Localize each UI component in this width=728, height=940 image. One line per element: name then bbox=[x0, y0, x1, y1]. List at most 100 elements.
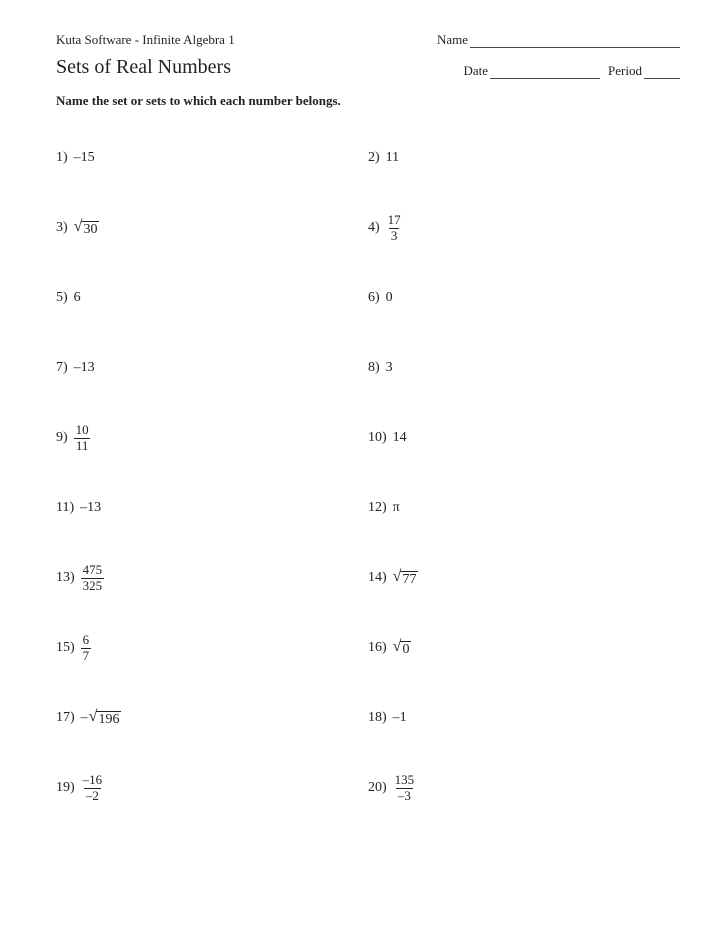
date-period: Date Period bbox=[464, 63, 681, 79]
problem-expression: –13 bbox=[74, 360, 95, 376]
problem-expression: –√196 bbox=[81, 709, 122, 727]
expr-sqrt: √77 bbox=[393, 569, 419, 587]
problem-number: 12) bbox=[368, 500, 387, 516]
problem-expression: 3 bbox=[386, 360, 393, 376]
expr-plain: 3 bbox=[386, 360, 393, 376]
fraction-denominator: 3 bbox=[389, 228, 400, 243]
radicand: 0 bbox=[400, 641, 411, 657]
problem-expression: 1011 bbox=[74, 423, 91, 453]
problem-item: 2) 11 bbox=[368, 123, 680, 193]
problem-item: 17) –√196 bbox=[56, 683, 368, 753]
problem-number: 6) bbox=[368, 290, 380, 306]
expr-sqrt: √30 bbox=[74, 219, 100, 237]
problem-item: 3) √30 bbox=[56, 193, 368, 263]
period-label: Period bbox=[608, 63, 642, 79]
fraction-denominator: 325 bbox=[81, 578, 105, 593]
expr-fraction: 475325 bbox=[81, 563, 105, 593]
problem-number: 15) bbox=[56, 640, 75, 656]
fraction-numerator: 17 bbox=[386, 213, 403, 227]
problem-expression: 135–3 bbox=[393, 773, 417, 803]
problem-expression: 11 bbox=[386, 150, 399, 166]
expr-fraction: 67 bbox=[81, 633, 92, 663]
problem-expression: π bbox=[393, 500, 400, 516]
problem-number: 3) bbox=[56, 220, 68, 236]
problem-number: 1) bbox=[56, 150, 68, 166]
instructions: Name the set or sets to which each numbe… bbox=[56, 93, 680, 109]
problem-expression: 0 bbox=[386, 290, 393, 306]
problem-number: 5) bbox=[56, 290, 68, 306]
problem-expression: 6 bbox=[74, 290, 81, 306]
problem-number: 17) bbox=[56, 710, 75, 726]
radicand: 77 bbox=[400, 571, 418, 587]
problem-item: 7) –13 bbox=[56, 333, 368, 403]
period-blank[interactable] bbox=[644, 67, 680, 79]
problem-item: 12) π bbox=[368, 473, 680, 543]
problem-expression: 475325 bbox=[81, 563, 105, 593]
problem-number: 7) bbox=[56, 360, 68, 376]
fraction-numerator: 475 bbox=[81, 563, 105, 577]
expr-plain: π bbox=[393, 500, 400, 516]
radicand: 196 bbox=[96, 711, 121, 727]
problem-expression: –15 bbox=[74, 150, 95, 166]
problem-expression: 67 bbox=[81, 633, 92, 663]
problem-number: 2) bbox=[368, 150, 380, 166]
fraction-numerator: –16 bbox=[81, 773, 105, 787]
date-blank[interactable] bbox=[490, 67, 600, 79]
problem-expression: –1 bbox=[393, 710, 407, 726]
problem-expression: 173 bbox=[386, 213, 403, 243]
problem-expression: 14 bbox=[393, 430, 407, 446]
radicand: 30 bbox=[81, 221, 99, 237]
problem-item: 14) √77 bbox=[368, 543, 680, 613]
fraction-numerator: 10 bbox=[74, 423, 91, 437]
problem-number: 14) bbox=[368, 570, 387, 586]
worksheet-title: Sets of Real Numbers bbox=[56, 56, 231, 79]
title-row: Sets of Real Numbers Date Period bbox=[56, 56, 680, 79]
problem-item: 6) 0 bbox=[368, 263, 680, 333]
fraction-denominator: –3 bbox=[396, 788, 413, 803]
name-blank[interactable] bbox=[470, 36, 680, 48]
fraction-numerator: 135 bbox=[393, 773, 417, 787]
expr-neg-sqrt: –√196 bbox=[81, 709, 122, 727]
problem-expression: –16–2 bbox=[81, 773, 105, 803]
problem-number: 13) bbox=[56, 570, 75, 586]
expr-fraction: 1011 bbox=[74, 423, 91, 453]
problem-item: 20) 135–3 bbox=[368, 753, 680, 823]
problem-item: 15) 67 bbox=[56, 613, 368, 683]
problem-number: 11) bbox=[56, 500, 74, 516]
problem-item: 8) 3 bbox=[368, 333, 680, 403]
problem-number: 20) bbox=[368, 780, 387, 796]
problem-expression: –13 bbox=[80, 500, 101, 516]
negative-sign: – bbox=[81, 710, 88, 726]
expr-plain: 11 bbox=[386, 150, 399, 166]
problem-item: 18)–1 bbox=[368, 683, 680, 753]
problem-number: 10) bbox=[368, 430, 387, 446]
expr-plain: –13 bbox=[80, 500, 101, 516]
problem-expression: √77 bbox=[393, 569, 419, 587]
expr-plain: –1 bbox=[393, 710, 407, 726]
problem-expression: √0 bbox=[393, 639, 412, 657]
name-field: Name bbox=[437, 32, 680, 48]
problem-item: 4)173 bbox=[368, 193, 680, 263]
fraction-denominator: 11 bbox=[74, 438, 91, 453]
date-label: Date bbox=[464, 63, 489, 79]
problems-grid: 1)–152)113)√304)1735)66)07)–138)39)10111… bbox=[56, 123, 680, 823]
expr-plain: –15 bbox=[74, 150, 95, 166]
problem-number: 8) bbox=[368, 360, 380, 376]
problem-item: 19) –16–2 bbox=[56, 753, 368, 823]
expr-plain: 0 bbox=[386, 290, 393, 306]
problem-item: 11) –13 bbox=[56, 473, 368, 543]
problem-item: 9) 1011 bbox=[56, 403, 368, 473]
problem-item: 5) 6 bbox=[56, 263, 368, 333]
expr-plain: 14 bbox=[393, 430, 407, 446]
name-label: Name bbox=[437, 32, 468, 48]
problem-item: 1) –15 bbox=[56, 123, 368, 193]
problem-number: 19) bbox=[56, 780, 75, 796]
software-name: Kuta Software - Infinite Algebra 1 bbox=[56, 32, 235, 48]
problem-number: 9) bbox=[56, 430, 68, 446]
problem-number: 16) bbox=[368, 640, 387, 656]
expr-fraction: –16–2 bbox=[81, 773, 105, 803]
header-row: Kuta Software - Infinite Algebra 1 Name bbox=[56, 32, 680, 48]
problem-item: 13) 475325 bbox=[56, 543, 368, 613]
expr-sqrt: √0 bbox=[393, 639, 412, 657]
fraction-numerator: 6 bbox=[81, 633, 92, 647]
